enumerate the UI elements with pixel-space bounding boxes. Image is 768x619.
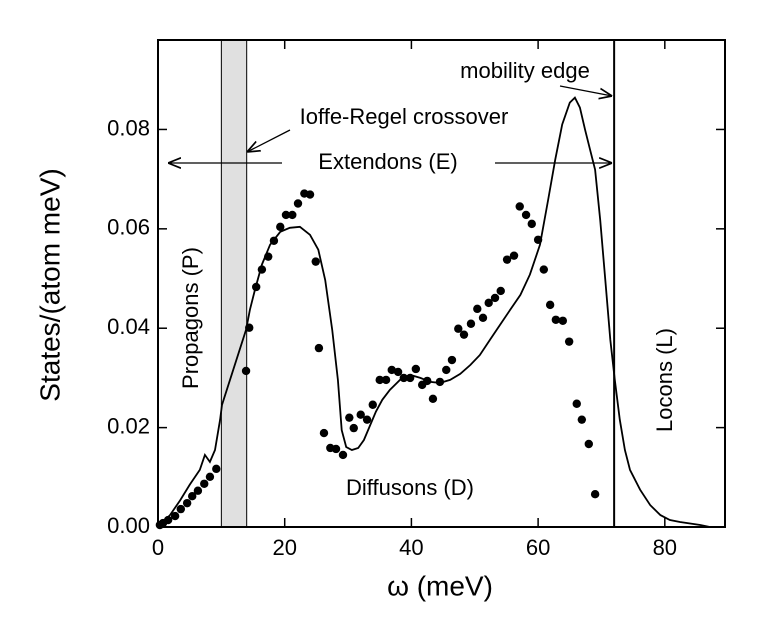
data-point — [584, 439, 593, 449]
data-point — [251, 282, 261, 292]
data-point — [551, 315, 561, 324]
data-point — [527, 219, 536, 229]
data-point — [264, 252, 273, 261]
arrow — [559, 85, 612, 96]
data-point — [356, 410, 365, 419]
data-point — [288, 210, 297, 220]
annotation: Locons (L) — [652, 328, 677, 432]
annotation: Diffusons (D) — [346, 475, 474, 500]
data-point — [338, 450, 348, 460]
data-point — [345, 413, 354, 422]
data-point — [435, 377, 445, 387]
data-point — [182, 498, 192, 508]
data-point — [311, 257, 320, 266]
data-point — [533, 235, 543, 244]
y-axis-label: States/(atom meV) — [34, 168, 65, 401]
data-point — [368, 400, 377, 409]
data-point — [509, 251, 519, 260]
data-point — [170, 511, 180, 521]
data-point — [447, 355, 457, 365]
annotation: Ioffe-Regel crossover — [300, 104, 509, 129]
y-tick-label: 0.02 — [107, 413, 150, 438]
data-point — [381, 375, 391, 385]
data-point — [245, 323, 254, 332]
data-point — [459, 330, 469, 339]
y-tick-label: 0.04 — [107, 314, 150, 339]
data-point — [428, 394, 438, 403]
data-point — [281, 210, 291, 220]
data-point — [473, 304, 482, 314]
data-point — [387, 365, 396, 375]
data-point — [490, 293, 500, 303]
data-point — [515, 202, 524, 211]
data-point — [269, 236, 279, 245]
data-point — [454, 324, 463, 333]
y-tick-label: 0.08 — [107, 115, 150, 140]
data-point — [564, 337, 574, 346]
data-point — [405, 373, 415, 383]
data-point — [276, 222, 285, 232]
data-point — [305, 190, 315, 199]
arrow — [247, 129, 291, 152]
data-point — [539, 265, 549, 274]
data-point — [205, 472, 215, 482]
data-point — [423, 376, 432, 386]
y-tick-label: 0.06 — [107, 215, 150, 240]
data-point — [257, 265, 267, 274]
data-point — [484, 298, 493, 308]
x-tick-label: 60 — [526, 535, 550, 560]
data-point — [362, 415, 372, 424]
x-tick-label: 40 — [399, 535, 423, 560]
data-point — [442, 365, 451, 375]
x-axis-label: ω (meV) — [387, 570, 493, 601]
data-point — [545, 300, 555, 310]
data-point — [466, 319, 476, 328]
data-point — [241, 366, 251, 376]
data-point — [176, 504, 186, 514]
annotation: Extendons (E) — [318, 149, 457, 174]
ioffe-regel-band — [220, 39, 248, 528]
data-point — [331, 444, 341, 454]
data-point — [496, 286, 505, 296]
data-point — [212, 464, 221, 474]
x-tick-label: 80 — [653, 535, 677, 560]
data-point — [393, 367, 403, 377]
data-point — [319, 428, 329, 438]
data-point — [163, 515, 173, 525]
data-point — [577, 415, 587, 424]
y-tick-label: 0.00 — [107, 513, 150, 538]
data-point — [411, 364, 421, 374]
data-point — [193, 486, 203, 495]
data-point — [375, 375, 384, 385]
data-point — [188, 491, 197, 501]
x-tick-label: 0 — [152, 535, 164, 560]
x-tick-label: 20 — [272, 535, 296, 560]
data-point — [558, 316, 568, 325]
annotation: mobility edge — [460, 58, 590, 83]
data-point — [293, 199, 303, 208]
data-point — [590, 490, 600, 499]
data-point — [478, 313, 488, 322]
annotation: Propagons (P) — [178, 247, 203, 389]
data-point — [200, 479, 209, 488]
data-point — [572, 399, 581, 408]
data-point — [399, 373, 409, 383]
data-point — [502, 255, 512, 264]
plot-frame — [157, 39, 726, 528]
data-point — [349, 423, 358, 433]
data-point — [521, 210, 531, 220]
data-point — [314, 343, 324, 353]
